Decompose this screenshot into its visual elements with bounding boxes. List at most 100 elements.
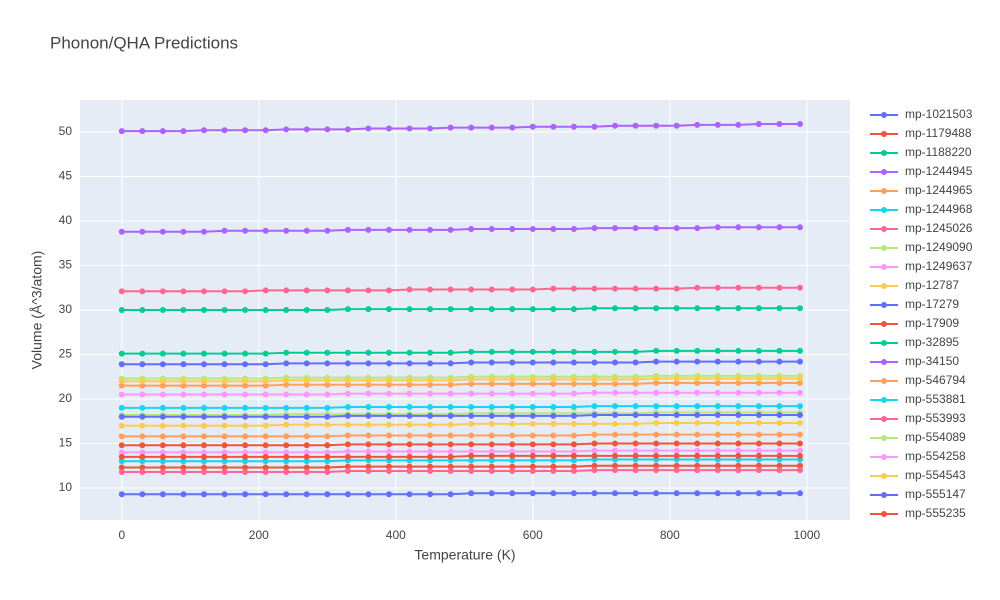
- data-point: [283, 381, 290, 388]
- series-line: [121, 433, 800, 438]
- data-point: [509, 452, 516, 459]
- data-point: [591, 431, 598, 438]
- legend-item[interactable]: mp-17279: [870, 297, 959, 311]
- data-point: [365, 125, 372, 132]
- data-point: [550, 420, 557, 427]
- data-point: [632, 420, 639, 427]
- data-point: [673, 347, 680, 354]
- legend-item[interactable]: mp-546794: [870, 373, 966, 387]
- legend-item[interactable]: mp-1249090: [870, 240, 973, 254]
- data-point: [632, 403, 639, 410]
- data-point: [796, 379, 803, 386]
- legend-item[interactable]: mp-554543: [870, 468, 966, 482]
- data-point: [632, 348, 639, 355]
- data-point: [262, 127, 269, 134]
- legend-label: mp-1244945: [905, 164, 973, 178]
- legend-item[interactable]: mp-1249637: [870, 259, 973, 273]
- legend-item[interactable]: mp-1244965: [870, 183, 973, 197]
- data-point: [118, 422, 125, 429]
- legend-item[interactable]: mp-555235: [870, 506, 966, 520]
- data-point: [529, 490, 536, 497]
- data-point: [591, 490, 598, 497]
- legend-item[interactable]: mp-1245026: [870, 221, 973, 235]
- legend-item[interactable]: mp-553881: [870, 392, 966, 406]
- legend-label: mp-1249637: [905, 259, 973, 273]
- data-point: [488, 457, 495, 464]
- data-point: [139, 433, 146, 440]
- data-point: [509, 441, 516, 448]
- legend-item[interactable]: mp-554258: [870, 449, 966, 463]
- data-point: [755, 462, 762, 469]
- data-point: [776, 431, 783, 438]
- data-point: [755, 440, 762, 447]
- data-point: [755, 412, 762, 418]
- legend-item[interactable]: mp-555147: [870, 487, 966, 501]
- legend-item[interactable]: mp-1021503: [870, 107, 973, 121]
- data-point: [591, 420, 598, 427]
- data-point: [776, 490, 783, 497]
- legend-item[interactable]: mp-554089: [870, 430, 966, 444]
- data-point: [447, 441, 454, 448]
- series-line: [121, 226, 800, 233]
- data-point: [591, 376, 598, 383]
- data-point: [221, 453, 228, 460]
- data-point: [159, 464, 166, 471]
- data-point: [468, 380, 475, 387]
- legend-item[interactable]: mp-1179488: [870, 126, 972, 140]
- data-point: [324, 391, 331, 398]
- data-point: [385, 463, 392, 470]
- data-point: [200, 433, 207, 440]
- data-point: [735, 412, 742, 418]
- data-point: [303, 433, 310, 440]
- data-point: [221, 442, 228, 449]
- data-point: [324, 381, 331, 388]
- data-point: [200, 307, 207, 313]
- data-point: [344, 349, 351, 356]
- data-point: [694, 490, 701, 497]
- legend-item[interactable]: mp-1244945: [870, 164, 973, 178]
- data-point: [159, 422, 166, 429]
- data-point: [653, 462, 660, 469]
- data-point: [200, 458, 207, 465]
- legend-item[interactable]: mp-1244968: [870, 202, 973, 216]
- data-point: [242, 433, 249, 440]
- data-point: [488, 348, 495, 355]
- data-point: [200, 228, 207, 235]
- legend-swatch-marker: [881, 226, 887, 232]
- legend-swatch-marker: [881, 112, 887, 118]
- data-point: [303, 126, 310, 133]
- data-point: [262, 422, 269, 429]
- data-point: [673, 452, 680, 459]
- data-point: [653, 431, 660, 438]
- data-point: [550, 432, 557, 439]
- legend-item[interactable]: mp-32895: [870, 335, 959, 349]
- data-point: [365, 468, 372, 475]
- data-point: [694, 358, 701, 365]
- data-point: [591, 305, 598, 312]
- legend-item[interactable]: mp-34150: [870, 354, 959, 368]
- data-point: [406, 381, 413, 388]
- data-point: [509, 376, 516, 383]
- data-point: [755, 403, 762, 410]
- y-tick-label: 20: [59, 391, 73, 405]
- data-point: [632, 490, 639, 497]
- legend-item[interactable]: mp-1188220: [870, 145, 972, 159]
- data-point: [242, 350, 249, 357]
- data-point: [550, 452, 557, 459]
- legend-swatch-marker: [881, 378, 887, 384]
- legend-swatch-marker: [881, 416, 887, 422]
- legend-item[interactable]: mp-17909: [870, 316, 959, 330]
- x-tick-label: 800: [660, 528, 680, 542]
- data-point: [570, 441, 577, 448]
- data-point: [221, 422, 228, 429]
- legend-item[interactable]: mp-12787: [870, 278, 959, 292]
- data-point: [447, 448, 454, 455]
- data-point: [406, 463, 413, 470]
- data-point: [242, 453, 249, 460]
- data-point: [262, 464, 269, 471]
- legend-item[interactable]: mp-553993: [870, 411, 966, 425]
- series-line: [121, 449, 800, 454]
- data-point: [427, 453, 434, 460]
- legend-swatch-marker: [881, 264, 887, 270]
